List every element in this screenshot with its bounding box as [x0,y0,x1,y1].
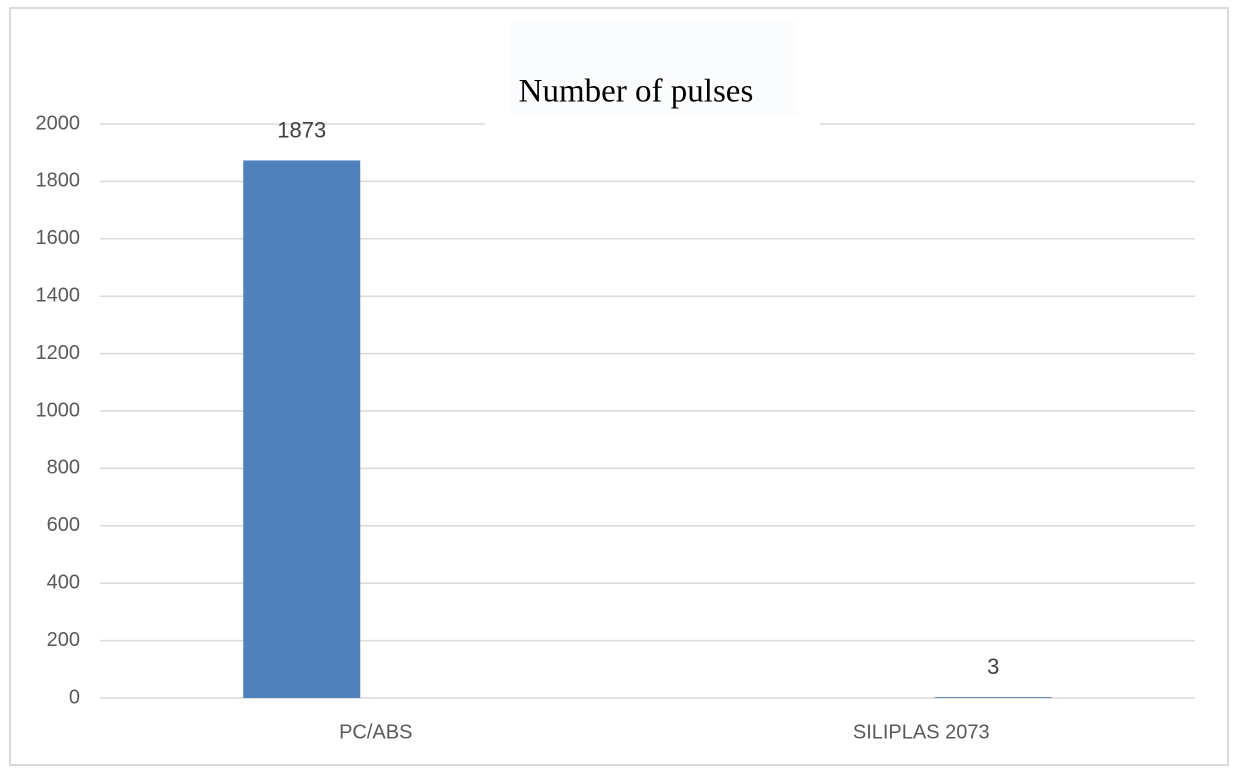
y-tick-label: 1600 [36,227,81,249]
y-tick-label: 2000 [36,112,81,134]
bar [934,697,1052,698]
chart-title: Number of pulses [519,74,754,110]
y-tick-label: 200 [47,629,80,651]
chart-frame [9,7,1229,766]
y-tick-label: 1000 [36,399,81,421]
y-tick-label: 800 [47,457,80,479]
data-label: 3 [987,654,999,679]
x-tick-label: SILIPLAS 2073 [853,721,990,743]
y-tick-label: 1200 [36,342,81,364]
x-tick-label: PC/ABS [339,721,412,743]
y-tick-label: 400 [47,571,80,593]
y-tick-label: 0 [69,686,80,708]
data-label: 1873 [277,117,326,142]
y-tick-label: 600 [47,514,80,536]
y-tick-label: 1400 [36,284,81,306]
y-tick-label: 1800 [36,170,81,192]
bar [243,160,361,699]
title-box [510,22,797,115]
